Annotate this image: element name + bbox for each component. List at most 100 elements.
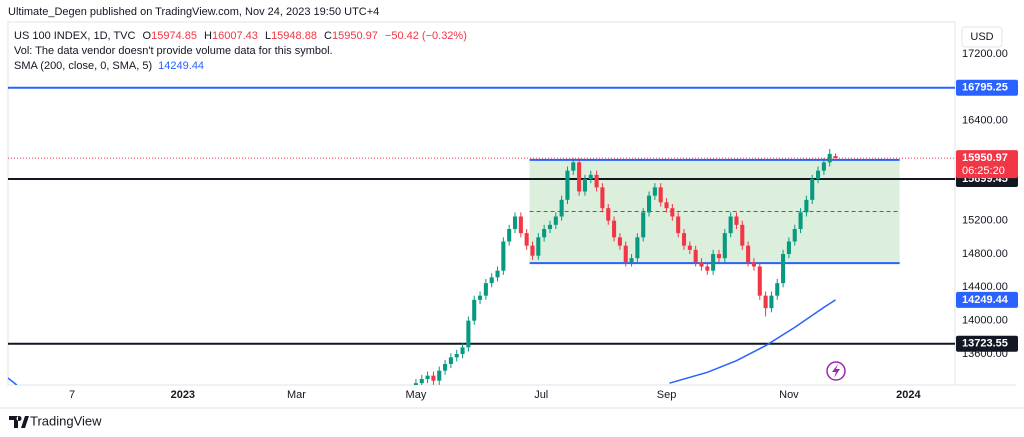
sma-tag	[956, 291, 1018, 308]
candle-body	[699, 262, 704, 267]
candle-body	[658, 187, 663, 203]
candle-body	[495, 270, 500, 278]
x-tick-label: 2023	[171, 389, 195, 401]
plot	[8, 86, 955, 385]
candle-body	[798, 212, 803, 229]
y-tick-label: 16400.00	[962, 115, 1008, 127]
candle-body	[559, 199, 564, 217]
open-value: 15974.85	[151, 30, 197, 42]
candle-body	[524, 233, 529, 246]
candle-body	[617, 237, 622, 246]
candle-body	[792, 229, 797, 242]
candle-body	[588, 174, 593, 179]
last-price-label: 15950.97	[962, 152, 1008, 164]
lightning-glyph	[832, 364, 840, 378]
x-tick-label: Mar	[287, 389, 306, 401]
candle-body	[687, 245, 692, 250]
y-tick-label: 14800.00	[962, 248, 1008, 260]
candle-body	[460, 347, 465, 354]
candle-body	[472, 299, 477, 321]
candle-body	[512, 216, 518, 229]
candle-body	[507, 229, 512, 242]
candle-body	[711, 254, 716, 271]
c-letter: C	[324, 30, 332, 42]
candle-body	[600, 187, 605, 209]
x-tick-label: May	[406, 389, 427, 401]
candle-body	[629, 258, 634, 263]
candle-body	[786, 241, 791, 254]
brand: TradingView	[30, 413, 102, 428]
y-tick-label: 15200.00	[962, 215, 1008, 227]
candle-body	[413, 383, 418, 385]
candle-body	[821, 162, 826, 171]
candle-body	[757, 266, 762, 296]
candle-body	[740, 224, 745, 246]
candle-body	[728, 216, 733, 234]
candle-body	[530, 245, 535, 256]
candle-body	[751, 262, 756, 267]
sma-value: 14249.44	[158, 60, 204, 72]
candle-body	[431, 375, 436, 381]
level-tag	[956, 79, 1018, 96]
candle-body	[518, 216, 523, 234]
low-value: 15948.88	[271, 30, 317, 42]
axes: 17200.00 16400.00 15200.00 14800.00 14400.00…	[69, 48, 1018, 401]
candle-body	[781, 254, 786, 284]
x-tick-label: 7	[69, 389, 75, 401]
candle-body	[547, 224, 553, 229]
sma-line	[8, 299, 836, 385]
x-tick-label: Nov	[779, 389, 799, 401]
candle-body	[670, 208, 675, 217]
candle-body	[448, 357, 453, 364]
candle-body	[693, 249, 698, 263]
candle-body	[483, 283, 488, 296]
candle-body	[664, 202, 669, 209]
candle-body	[623, 245, 628, 263]
candle-body	[763, 295, 768, 309]
x-tick-label: Sep	[657, 389, 677, 401]
candle-body	[437, 370, 442, 381]
candle-body	[716, 254, 722, 259]
h-letter: H	[204, 30, 212, 42]
currency[interactable]: USD	[970, 31, 993, 43]
candle-body	[652, 187, 657, 196]
countdown: 06:25:20	[962, 165, 1005, 177]
candle-body	[681, 233, 687, 246]
candle-body	[542, 229, 547, 238]
candle-body	[582, 179, 587, 192]
candle-body	[454, 354, 459, 358]
sma-tag-label: 14249.44	[962, 294, 1009, 306]
level-tag	[956, 335, 1018, 352]
close-value: 15950.97	[332, 30, 378, 42]
candle-body	[804, 199, 809, 213]
candle-body	[606, 208, 611, 221]
candle-body	[425, 375, 430, 379]
candle-body	[816, 170, 821, 179]
level-tag-label: 13723.55	[962, 338, 1008, 350]
candle-body	[827, 153, 832, 163]
candle-body	[419, 379, 424, 384]
candle-body	[676, 216, 681, 234]
candle-body	[722, 233, 727, 259]
candle-body	[594, 174, 599, 188]
author-line: Ultimate_Degen published on TradingView.…	[8, 6, 379, 18]
candle-body	[833, 156, 838, 159]
o-letter: O	[143, 30, 152, 42]
candle-body	[571, 162, 576, 171]
y-tick-label: 17200.00	[962, 48, 1008, 60]
candle-body	[705, 266, 710, 271]
brand-logo	[9, 416, 29, 428]
l-letter: L	[265, 30, 271, 42]
currency-button[interactable]	[961, 26, 1003, 48]
y-tick-label: 14000.00	[962, 315, 1008, 327]
candle-body	[769, 295, 774, 309]
change: −50.42 (−0.32%)	[385, 30, 467, 42]
legend-ohlc: US 100 INDEX, 1D, TVC O15974.85 H16007.4…	[14, 30, 467, 42]
candle-body	[466, 320, 471, 348]
candle-body	[501, 241, 506, 271]
candle-body	[612, 220, 617, 238]
level-tag-label: 16795.25	[962, 82, 1008, 94]
last-price-tag	[956, 150, 1018, 179]
candle-body	[565, 170, 570, 200]
